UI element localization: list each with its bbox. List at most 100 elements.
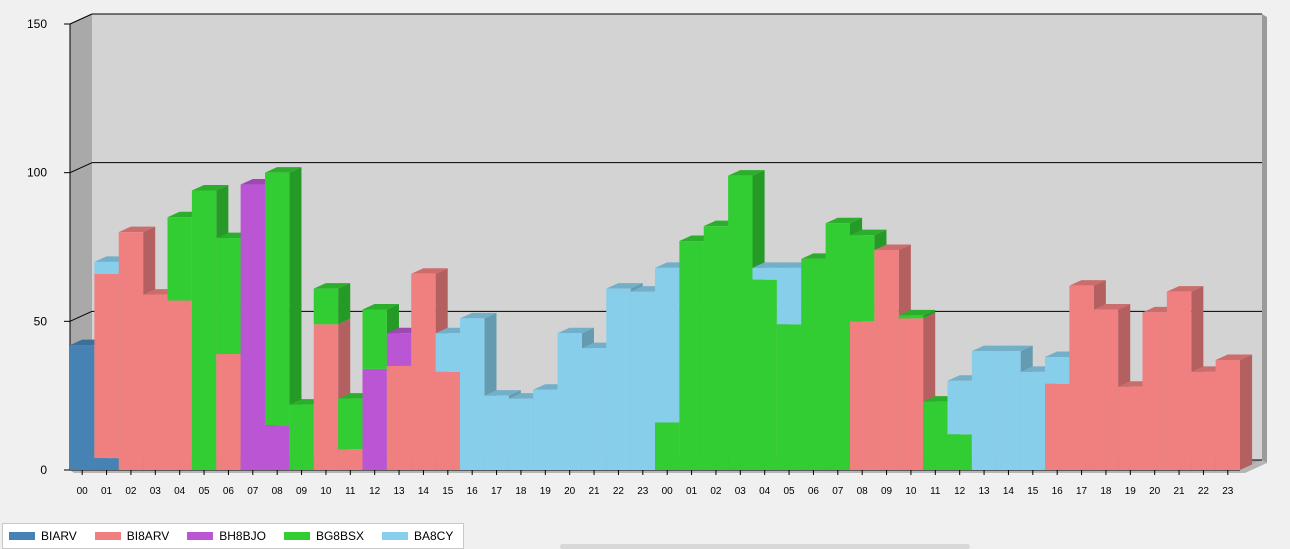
legend-item: BIARV <box>9 529 77 543</box>
legend-swatch <box>187 532 214 540</box>
bar-side-BG8BSX <box>923 309 936 319</box>
x-tick-label: 14 <box>418 486 430 497</box>
bar-BG8BSX <box>679 241 704 470</box>
x-tick-label: 06 <box>808 486 820 497</box>
x-tick-label: 10 <box>905 486 917 497</box>
bar-BH8BJO <box>362 368 387 470</box>
legend-swatch <box>9 532 35 540</box>
legend-label: BA8CY <box>413 529 454 543</box>
bar-side-BI8ARV <box>1240 354 1253 470</box>
x-tick-label: 11 <box>345 486 356 497</box>
bar-BA8CY <box>460 318 485 470</box>
x-tick-label: 14 <box>1003 486 1015 497</box>
bar-BI8ARV <box>313 324 339 470</box>
bar-BA8CY <box>1045 357 1070 384</box>
legend: BIARV BI8ARV BH8BJO BG8BSX BA8CY <box>2 523 465 549</box>
legend-item: BI8ARV <box>94 529 169 543</box>
x-tick-label: 09 <box>881 486 893 497</box>
bar-BG8BSX <box>801 258 826 470</box>
bar-top-BG8BSX <box>362 303 399 310</box>
bar-BG8BSX <box>289 404 314 470</box>
legend-swatch <box>381 532 408 540</box>
bar-BI8ARV <box>386 365 412 470</box>
legend-label: BG8BSX <box>315 529 364 543</box>
bar-BI8ARV <box>118 232 144 470</box>
x-tick-label: 18 <box>515 486 527 497</box>
x-tick-label: 12 <box>954 486 966 497</box>
gridline-depth <box>69 162 93 174</box>
x-tick-label: 11 <box>930 486 941 497</box>
x-tick-label: 00 <box>662 486 674 497</box>
bar-top-BI8ARV <box>1093 303 1131 310</box>
bar-BI8ARV <box>850 321 875 470</box>
x-tick-label: 00 <box>77 486 89 497</box>
x-tick-label: 01 <box>101 486 113 497</box>
bar-top-BI8ARV <box>118 226 156 233</box>
bar-top-BA8CY <box>996 345 1033 352</box>
bar-top-BG8BSX <box>850 229 887 236</box>
x-tick-label: 20 <box>564 486 576 497</box>
bar-top-BI8ARV <box>1069 280 1106 286</box>
bar-top-BA8CY <box>557 327 594 334</box>
bar-BG8BSX <box>338 398 363 450</box>
gridline-depth <box>69 310 93 322</box>
bar-BA8CY <box>533 389 558 470</box>
legend-item: BG8BSX <box>283 529 364 543</box>
y-tick-label: 150 <box>27 17 47 31</box>
legend-label: BH8BJO <box>219 529 266 543</box>
x-tick-label: 03 <box>150 486 162 497</box>
bar-BG8BSX <box>167 217 192 301</box>
x-tick-label: 22 <box>613 486 625 497</box>
x-tick-label: 20 <box>1149 486 1161 497</box>
bar-BA8CY <box>971 351 997 470</box>
bar-BH8BJO <box>240 184 265 470</box>
x-tick-label: 01 <box>686 486 698 497</box>
x-tick-label: 12 <box>369 486 381 497</box>
bar-BG8BSX <box>313 288 339 325</box>
bars <box>70 167 1253 471</box>
x-tick-label: 02 <box>125 486 137 497</box>
bar-BG8BSX <box>655 422 680 470</box>
bar-top-BI8ARV <box>874 244 911 250</box>
bar-BG8BSX <box>923 401 948 470</box>
x-tick-label: 03 <box>735 486 747 497</box>
bar-BI8ARV <box>216 354 241 470</box>
bar-BG8BSX <box>850 235 875 322</box>
bar-BA8CY <box>752 267 777 280</box>
bar-BI8ARV <box>1191 371 1216 470</box>
x-tick-label: 05 <box>784 486 796 497</box>
x-tick-label: 22 <box>1198 486 1210 497</box>
bar-BI8ARV <box>1069 285 1094 470</box>
x-tick-label: 07 <box>247 486 259 497</box>
legend-swatch <box>94 532 121 540</box>
bar-BA8CY <box>435 333 460 372</box>
bar-BG8BSX <box>752 279 777 470</box>
x-tick-label: 13 <box>394 486 406 497</box>
x-tick-label: 05 <box>199 486 211 497</box>
legend-swatch <box>283 532 310 540</box>
bar-side-BG8BSX <box>338 283 351 325</box>
bar-BH8BJO <box>265 425 290 470</box>
bar-BA8CY <box>94 261 119 274</box>
bar-BA8CY <box>484 395 509 470</box>
bar-top-BG8BSX <box>898 309 936 316</box>
scrollbar-hint <box>560 544 970 549</box>
right-edge <box>1262 14 1267 463</box>
x-tick-label: 23 <box>637 486 649 497</box>
bar-BG8BSX <box>265 172 290 426</box>
x-tick-label: 17 <box>491 486 503 497</box>
bar-BG8BSX <box>947 434 972 470</box>
bar-BI8ARV <box>1045 383 1070 470</box>
bar-top-BG8BSX <box>191 185 229 191</box>
y-tick-label: 50 <box>34 314 48 328</box>
x-tick-label: 06 <box>223 486 235 497</box>
bar-BI8ARV <box>1142 312 1167 470</box>
bar-BI8ARV <box>1166 291 1192 470</box>
bar-top-BG8BSX <box>313 283 351 289</box>
bar-top-BG8BSX <box>825 217 863 224</box>
bar-BI8ARV <box>338 449 363 470</box>
bar-BA8CY <box>581 348 607 470</box>
bar-BI8ARV <box>898 318 924 470</box>
